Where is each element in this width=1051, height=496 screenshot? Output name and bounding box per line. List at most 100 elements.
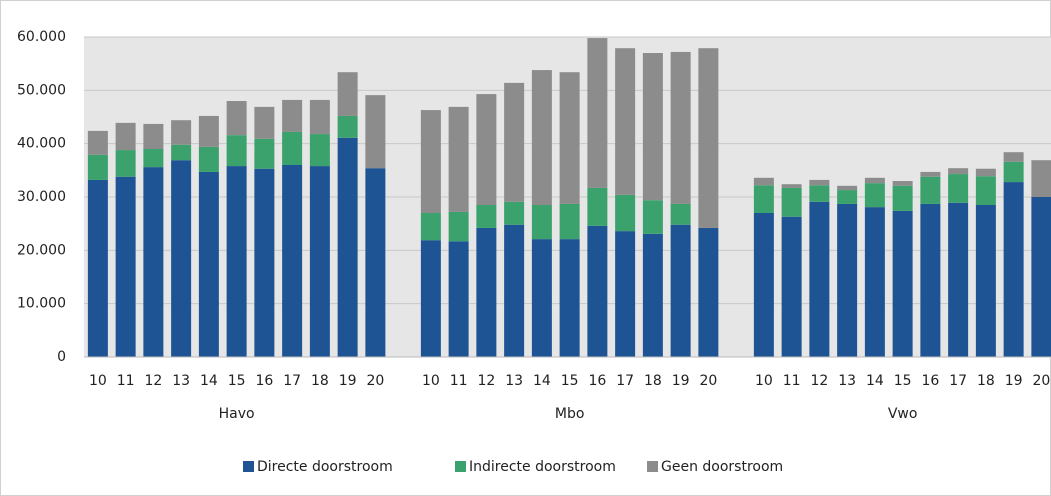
legend-swatch [647,461,658,472]
x-tick-label: 13 [838,373,856,389]
x-tick-label: 16 [921,373,939,389]
bar-segment [448,106,469,212]
bar-segment [365,95,386,169]
bar-segment [781,187,802,217]
bar-segment [420,110,441,213]
bar-segment [753,177,774,186]
bar-segment [587,38,608,188]
bar-segment [698,48,719,228]
bar-segment [809,185,830,202]
bar-segment [559,239,580,357]
group-label: Vwo [888,406,918,422]
x-tick-label: 20 [1032,373,1050,389]
bar-segment [809,201,830,357]
x-tick-label: 10 [755,373,773,389]
x-tick-label: 11 [450,373,468,389]
bar-segment [198,146,219,172]
bar-segment [115,176,136,357]
legend-label: Directe doorstroom [257,459,393,475]
bar-segment [559,72,580,204]
bar-segment [670,224,691,357]
bar-segment [226,101,247,136]
group-label: Mbo [555,406,585,422]
x-tick-label: 20 [699,373,717,389]
bar-segment [615,231,636,357]
bar-segment [198,171,219,357]
bar-segment [753,213,774,357]
bar-segment [87,154,108,180]
bar-segment [282,165,303,357]
bar-segment [171,120,192,145]
bar-segment [531,70,552,205]
bar-segment [948,202,969,357]
y-tick-label: 40.000 [17,136,66,152]
plot [84,36,1051,358]
bar-segment [837,190,858,204]
x-tick-label: 17 [616,373,634,389]
bar-segment [504,201,525,225]
bar-segment [226,166,247,357]
x-tick-label: 18 [311,373,329,389]
bar-segment [115,150,136,177]
x-tick-label: 18 [644,373,662,389]
bar-segment [504,224,525,357]
bar-segment [864,177,885,184]
bar-segment [476,205,497,228]
x-tick-label: 16 [588,373,606,389]
x-tick-label: 20 [366,373,384,389]
x-tick-label: 11 [783,373,801,389]
bar-segment [670,51,691,204]
x-tick-label: 10 [422,373,440,389]
bar-segment [642,53,663,201]
bar-segment [615,194,636,232]
bar-segment [531,239,552,357]
bar-segment [87,130,108,155]
bar-segment [864,183,885,208]
bar-segment [337,72,358,116]
y-tick-label: 30.000 [17,189,66,205]
bar-segment [420,213,441,241]
x-tick-label: 17 [283,373,301,389]
x-tick-label: 14 [866,373,884,389]
x-tick-label: 12 [477,373,495,389]
legend-label: Indirecte doorstroom [469,459,616,475]
bar-segment [171,160,192,357]
bar-segment [254,168,275,357]
bar-segment [670,203,691,225]
bar-segment [309,99,330,135]
bar-segment [1003,161,1024,183]
bar-segment [837,185,858,191]
bar-segment [975,168,996,177]
bar-segment [864,207,885,357]
bar-segment [753,185,774,213]
x-tick-label: 12 [144,373,162,389]
bar-segment [365,168,386,357]
bar-segment [920,171,941,177]
bar-segment [698,227,719,357]
bar-segment [781,184,802,188]
x-tick-label: 19 [1005,373,1023,389]
y-tick-label: 10.000 [17,296,66,312]
legend-swatch [455,461,466,472]
bar-segment [476,227,497,357]
bar-segment [837,203,858,357]
bar-segment [531,205,552,240]
bar-segment [781,216,802,357]
x-tick-label: 12 [810,373,828,389]
bar-segment [337,115,358,138]
bar-segment [420,240,441,357]
y-tick-label: 50.000 [17,82,66,98]
x-tick-label: 13 [172,373,190,389]
x-tick-label: 15 [561,373,579,389]
bar-segment [975,205,996,357]
bar-segment [337,137,358,357]
y-tick-label: 20.000 [17,242,66,258]
bar-segment [282,131,303,165]
bar-segment [143,167,164,357]
bar-segment [448,211,469,242]
x-tick-label: 11 [117,373,135,389]
bar-segment [809,179,830,186]
group-label: Havo [219,406,255,422]
bar-segment [254,138,275,169]
